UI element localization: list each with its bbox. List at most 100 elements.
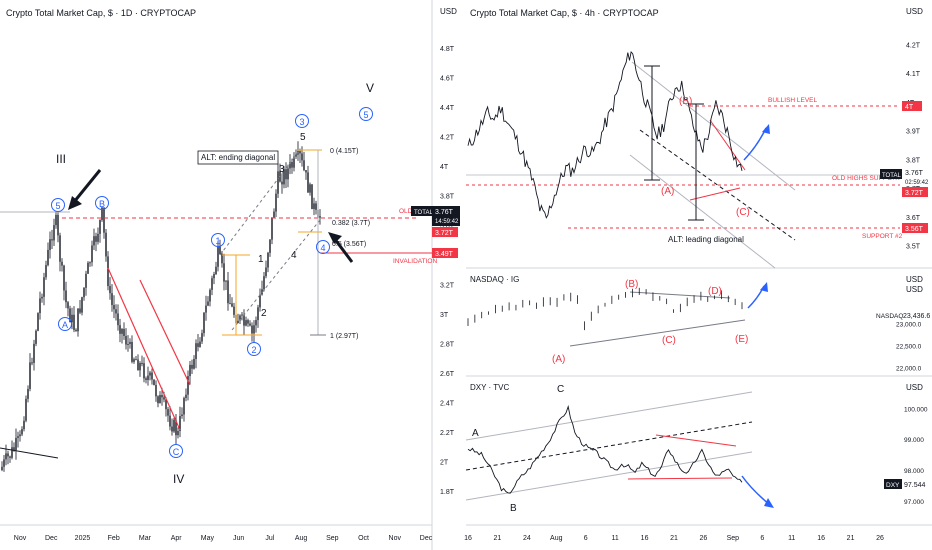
label-cc: C xyxy=(173,447,180,457)
candle-body xyxy=(115,309,117,314)
rt-wedge-top xyxy=(709,119,746,171)
dxy-series xyxy=(467,404,743,494)
candle-body xyxy=(61,261,63,266)
rt-x-tick: 11 xyxy=(612,535,619,542)
candle-body xyxy=(265,267,267,277)
dxy-price-path xyxy=(467,404,743,494)
candle-body xyxy=(101,207,103,220)
candle-body xyxy=(121,328,123,334)
candle-body xyxy=(7,453,9,457)
candle-body xyxy=(309,184,311,193)
rt-x-tick: 24 xyxy=(523,535,531,542)
candle-body xyxy=(193,358,195,369)
candle-body xyxy=(103,207,105,233)
candle-body xyxy=(239,315,241,321)
candle-body xyxy=(211,278,213,290)
nq-wave-c: (C) xyxy=(662,335,676,346)
badge-total-value: 3.76T xyxy=(435,209,454,216)
rt-badge-total-label: TOTAL xyxy=(882,173,901,179)
rt-y-unit: USD xyxy=(906,7,923,16)
candle-body xyxy=(47,249,49,266)
nasdaq-upper-trend xyxy=(629,291,731,299)
dxy-y-unit: USD xyxy=(906,383,923,392)
left-x-tick: Apr xyxy=(171,535,183,542)
candle-body xyxy=(37,313,39,331)
candle-body xyxy=(69,308,71,323)
dxy-labels: A B C xyxy=(472,384,564,514)
badge-total-bg xyxy=(432,206,460,226)
left-x-tick: 2025 xyxy=(75,535,91,542)
candle-body xyxy=(229,303,231,305)
left-price-badges: TOTAL 3.76T 14:59:42 3.72T 3.49T xyxy=(411,206,460,258)
label-fib-0: 0 (4.15T) xyxy=(330,148,358,155)
left-x-tick: Dec xyxy=(45,535,58,542)
left-y-tick: 4.6T xyxy=(440,76,455,83)
candle-body xyxy=(141,363,143,365)
candle-body xyxy=(55,214,57,226)
badge-349-bg xyxy=(432,248,458,258)
rt-channel-top xyxy=(631,61,796,191)
label-wave-iv: IV xyxy=(173,472,184,486)
candle-body xyxy=(79,308,81,313)
nasdaq-lines xyxy=(569,282,768,347)
label-w3: 3 xyxy=(279,164,285,175)
dxy-y-tick: 98.000 xyxy=(904,468,924,475)
rt-channel-bot xyxy=(629,154,776,269)
candle-body xyxy=(39,298,41,314)
candle-body xyxy=(173,419,175,432)
rt-badge-4t: 4T xyxy=(905,104,914,111)
candle-body xyxy=(43,277,45,297)
rt-x-tick: 16 xyxy=(464,535,472,542)
candle-body xyxy=(97,233,99,242)
rt-x-tick: 26 xyxy=(700,535,708,542)
badge-372-bg xyxy=(432,227,458,237)
left-x-tick: Nov xyxy=(389,535,402,542)
candle-body xyxy=(11,447,13,458)
rt-wave-c: (C) xyxy=(736,207,750,218)
candle-body xyxy=(203,312,205,334)
left-y-tick: 4.4T xyxy=(440,105,455,112)
candle-body xyxy=(293,156,295,168)
candle-body xyxy=(215,266,217,275)
circle-5-right xyxy=(359,107,373,121)
nasdaq-series xyxy=(467,287,743,331)
arrow-current-head xyxy=(328,232,342,244)
left-y-tick: 4.8T xyxy=(440,46,455,53)
nq-badge-value: 23,436.6 xyxy=(903,313,930,320)
candle-body xyxy=(117,313,119,326)
nasdaq-title: NASDAQ · IG xyxy=(470,275,519,284)
left-y-tick: 3.6T xyxy=(440,223,455,230)
rt-y-tick: 3.9T xyxy=(906,129,921,136)
candle-body xyxy=(153,379,155,385)
candle-body xyxy=(295,154,297,157)
rt-badges: TOTAL 3.76T 02:59:42 3.72T 4T 3.56T xyxy=(880,101,932,233)
left-y-tick: 3T xyxy=(440,312,449,319)
left-y-tick: 2.2T xyxy=(440,430,455,437)
candle-body xyxy=(145,378,147,380)
nq-badge-label: NASDAQ xyxy=(876,313,903,320)
rt-wedge-bot xyxy=(689,187,741,201)
candle-body xyxy=(155,384,157,397)
candle-body xyxy=(17,436,19,438)
candle-body xyxy=(19,434,21,437)
candle-body xyxy=(183,397,185,415)
nasdaq-badge: NASDAQ 23,436.6 xyxy=(874,310,930,320)
left-x-tick: Sep xyxy=(326,535,339,542)
nasdaq-y-tick: 22,500.0 xyxy=(896,343,922,350)
left-y-tick: 2.8T xyxy=(440,341,455,348)
candle-body xyxy=(81,297,83,313)
left-annotations xyxy=(0,149,432,459)
candle-body xyxy=(3,459,5,467)
rt-x-tick: 16 xyxy=(817,535,825,542)
candle-body xyxy=(157,396,159,404)
candle-body xyxy=(281,181,283,185)
rt-x-tick: 6 xyxy=(584,535,588,542)
label-c1: 1 xyxy=(215,236,220,246)
candle-body xyxy=(75,329,77,332)
candle-body xyxy=(165,399,167,410)
badge-total-label: TOTAL xyxy=(414,210,433,216)
nq-wave-a: (A) xyxy=(552,354,565,365)
candle-body xyxy=(151,372,153,380)
left-y-tick: 4.2T xyxy=(440,135,455,142)
